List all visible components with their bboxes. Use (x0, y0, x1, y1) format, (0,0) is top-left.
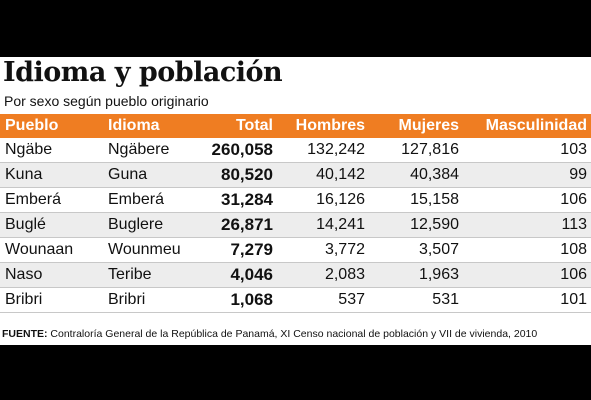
header-pueblo: Pueblo (0, 114, 105, 138)
cell-pueblo: Emberá (0, 187, 105, 213)
cell-masculinidad: 99 (459, 162, 591, 188)
cell-mujeres: 127,816 (365, 138, 459, 163)
header-masculinidad: Masculinidad (459, 114, 591, 138)
source-note: FUENTE: Contraloría General de la Repúbl… (2, 328, 537, 340)
cell-mujeres: 3,507 (365, 237, 459, 263)
cell-idioma: Ngäbere (105, 138, 195, 163)
infographic-panel: Idioma y población Por sexo según pueblo… (0, 57, 591, 345)
cell-pueblo: Wounaan (0, 237, 105, 263)
header-hombres: Hombres (273, 114, 365, 138)
cell-masculinidad: 106 (459, 262, 591, 288)
cell-mujeres: 40,384 (365, 162, 459, 188)
cell-hombres: 16,126 (273, 187, 365, 213)
cell-hombres: 3,772 (273, 237, 365, 263)
cell-mujeres: 531 (365, 287, 459, 313)
cell-total: 260,058 (195, 138, 273, 163)
cell-idioma: Teribe (105, 262, 195, 288)
top-black-band (0, 0, 591, 57)
cell-hombres: 40,142 (273, 162, 365, 188)
table-row: Ngäbe Ngäbere 260,058 132,242 127,816 103 (0, 138, 591, 163)
population-table: Pueblo Idioma Total Hombres Mujeres Masc… (0, 114, 591, 313)
source-label: FUENTE: (2, 328, 48, 340)
table-row: Buglé Buglere 26,871 14,241 12,590 113 (0, 212, 591, 238)
cell-idioma: Emberá (105, 187, 195, 213)
header-idioma: Idioma (105, 114, 195, 138)
cell-hombres: 132,242 (273, 138, 365, 163)
table-row: Emberá Emberá 31,284 16,126 15,158 106 (0, 187, 591, 213)
cell-masculinidad: 106 (459, 187, 591, 213)
cell-masculinidad: 108 (459, 237, 591, 263)
table-header-row: Pueblo Idioma Total Hombres Mujeres Masc… (0, 114, 591, 138)
cell-idioma: Bribri (105, 287, 195, 313)
cell-hombres: 2,083 (273, 262, 365, 288)
table-row: Naso Teribe 4,046 2,083 1,963 106 (0, 262, 591, 288)
table-row: Bribri Bribri 1,068 537 531 101 (0, 287, 591, 313)
cell-total: 80,520 (195, 162, 273, 188)
cell-idioma: Guna (105, 162, 195, 188)
cell-masculinidad: 103 (459, 138, 591, 163)
cell-hombres: 14,241 (273, 212, 365, 238)
cell-mujeres: 12,590 (365, 212, 459, 238)
cell-masculinidad: 113 (459, 212, 591, 238)
cell-idioma: Buglere (105, 212, 195, 238)
cell-total: 26,871 (195, 212, 273, 238)
cell-pueblo: Buglé (0, 212, 105, 238)
cell-pueblo: Kuna (0, 162, 105, 188)
cell-total: 31,284 (195, 187, 273, 213)
cell-total: 7,279 (195, 237, 273, 263)
cell-masculinidad: 101 (459, 287, 591, 313)
header-mujeres: Mujeres (365, 114, 459, 138)
page-title: Idioma y población (3, 57, 283, 88)
bottom-black-band (0, 345, 591, 400)
cell-mujeres: 15,158 (365, 187, 459, 213)
table-row: Kuna Guna 80,520 40,142 40,384 99 (0, 162, 591, 188)
page-subtitle: Por sexo según pueblo originario (4, 93, 209, 109)
cell-hombres: 537 (273, 287, 365, 313)
cell-total: 4,046 (195, 262, 273, 288)
cell-idioma: Wounmeu (105, 237, 195, 263)
cell-pueblo: Naso (0, 262, 105, 288)
cell-mujeres: 1,963 (365, 262, 459, 288)
table-row: Wounaan Wounmeu 7,279 3,772 3,507 108 (0, 237, 591, 263)
cell-total: 1,068 (195, 287, 273, 313)
header-total: Total (195, 114, 273, 138)
source-text: Contraloría General de la República de P… (47, 328, 538, 340)
table-body: Ngäbe Ngäbere 260,058 132,242 127,816 103 Kuna… (0, 138, 591, 313)
cell-pueblo: Ngäbe (0, 138, 105, 163)
cell-pueblo: Bribri (0, 287, 105, 313)
